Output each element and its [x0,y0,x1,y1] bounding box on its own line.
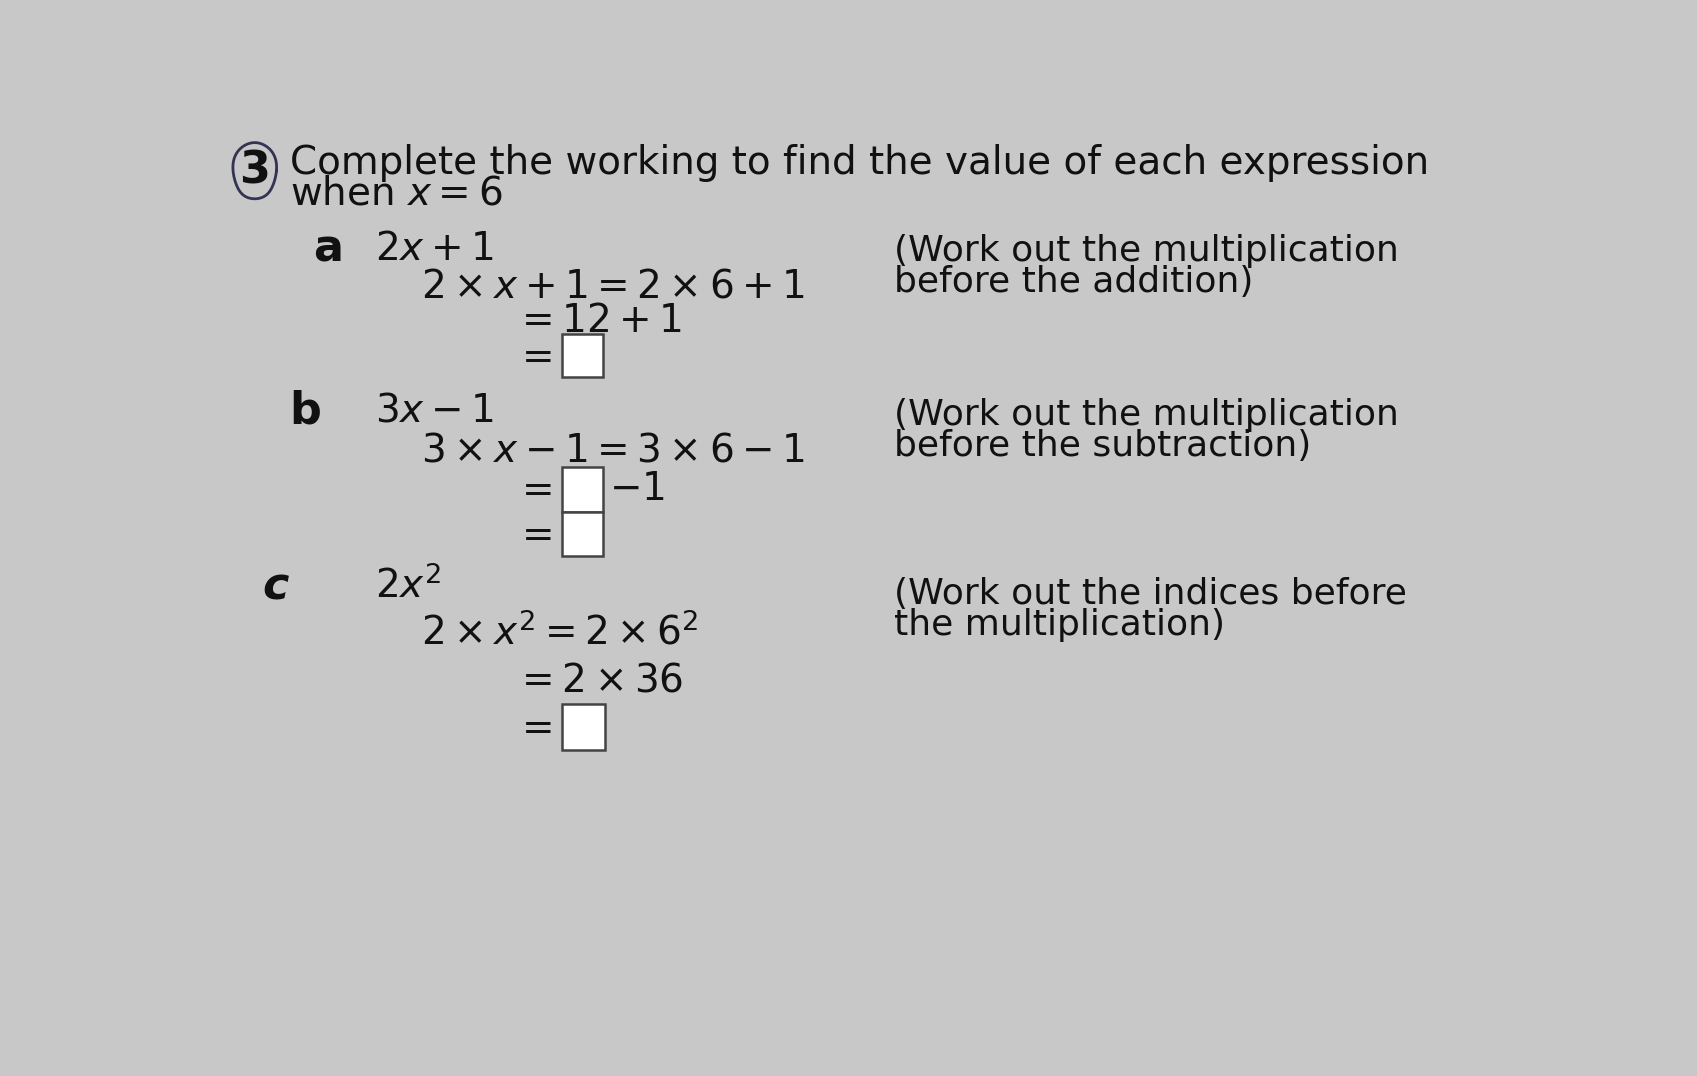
Text: $2x^2$: $2x^2$ [375,567,441,607]
FancyBboxPatch shape [562,704,606,750]
Text: $2x+1$: $2x+1$ [375,230,494,268]
Text: (Work out the multiplication: (Work out the multiplication [894,398,1398,431]
Text: $3\times x-1=3\times 6-1$: $3\times x-1=3\times 6-1$ [421,431,804,470]
Text: (Work out the indices before: (Work out the indices before [894,577,1407,611]
Text: before the addition): before the addition) [894,265,1254,298]
Text: when $x=6$: when $x=6$ [290,174,502,213]
Text: $=$: $=$ [514,470,553,509]
FancyBboxPatch shape [562,467,602,512]
Text: $=$: $=$ [514,337,553,374]
Text: (Work out the multiplication: (Work out the multiplication [894,233,1398,268]
Text: $-1$: $-1$ [609,470,665,509]
Text: 3: 3 [239,150,270,193]
Text: Complete the working to find the value of each expression: Complete the working to find the value o… [290,144,1429,182]
Text: $2\times x^2=2\times 6^2$: $2\times x^2=2\times 6^2$ [421,613,699,652]
Text: c: c [263,565,288,608]
FancyBboxPatch shape [562,512,602,556]
FancyBboxPatch shape [562,335,602,377]
Text: $2\times x+1=2\times 6+1$: $2\times x+1=2\times 6+1$ [421,267,804,306]
Text: $=2\times 36$: $=2\times 36$ [514,662,684,699]
Text: before the subtraction): before the subtraction) [894,428,1312,463]
Text: a: a [312,228,343,271]
Text: $=12+1$: $=12+1$ [514,302,682,340]
Text: $=$: $=$ [514,515,553,553]
Text: $=$: $=$ [514,708,553,746]
Text: b: b [290,390,321,433]
Text: the multiplication): the multiplication) [894,608,1225,642]
Text: $3x-1$: $3x-1$ [375,392,494,430]
